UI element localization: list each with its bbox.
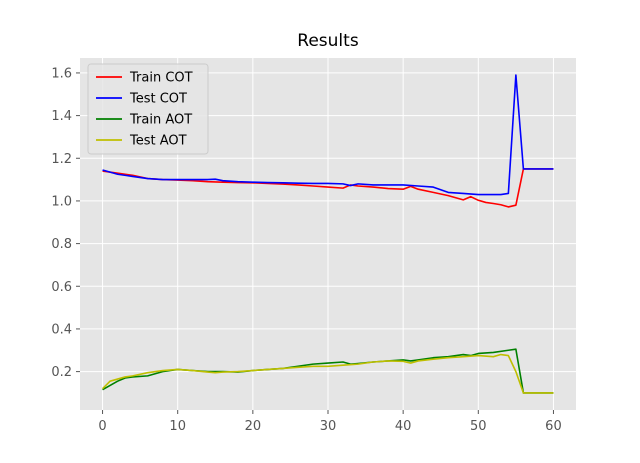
y-tick-label: 1.6 xyxy=(51,66,72,81)
legend-label: Train AOT xyxy=(129,113,192,128)
x-tick-label: 60 xyxy=(545,419,562,434)
chart-title: Results xyxy=(297,31,359,51)
x-tick-label: 0 xyxy=(98,419,106,434)
x-tick-label: 50 xyxy=(470,419,487,434)
legend-box xyxy=(87,63,209,155)
y-tick-label: 0.8 xyxy=(51,237,72,252)
x-tick-label: 30 xyxy=(320,419,337,434)
axis-ticks: 0 10 20 30 40 50 60 0.2 0.4 0.6 0.8 1.0 1.2 1.4 1.6 xyxy=(51,66,561,434)
y-tick-label: 1.0 xyxy=(51,194,72,209)
legend-label: Test COT xyxy=(129,92,187,107)
y-tick-label: 0.2 xyxy=(51,365,72,380)
series-line-test-cot xyxy=(102,74,554,196)
x-tick-label: 10 xyxy=(169,419,186,434)
legend-label: Test AOT xyxy=(129,134,187,149)
x-tick-label: 20 xyxy=(245,419,262,434)
series-line-test-aot xyxy=(101,353,554,394)
legend-label: Train COT xyxy=(129,71,193,86)
legend: Train COT Test COT Train AOT Test AOT xyxy=(87,63,209,155)
series-line-train-cot xyxy=(102,168,554,208)
y-tick-label: 1.2 xyxy=(51,152,72,167)
series-layer xyxy=(101,74,554,394)
y-tick-label: 0.4 xyxy=(51,322,72,337)
y-tick-label: 1.4 xyxy=(51,109,72,124)
y-tick-label: 0.6 xyxy=(51,280,72,295)
x-tick-label: 40 xyxy=(395,419,412,434)
